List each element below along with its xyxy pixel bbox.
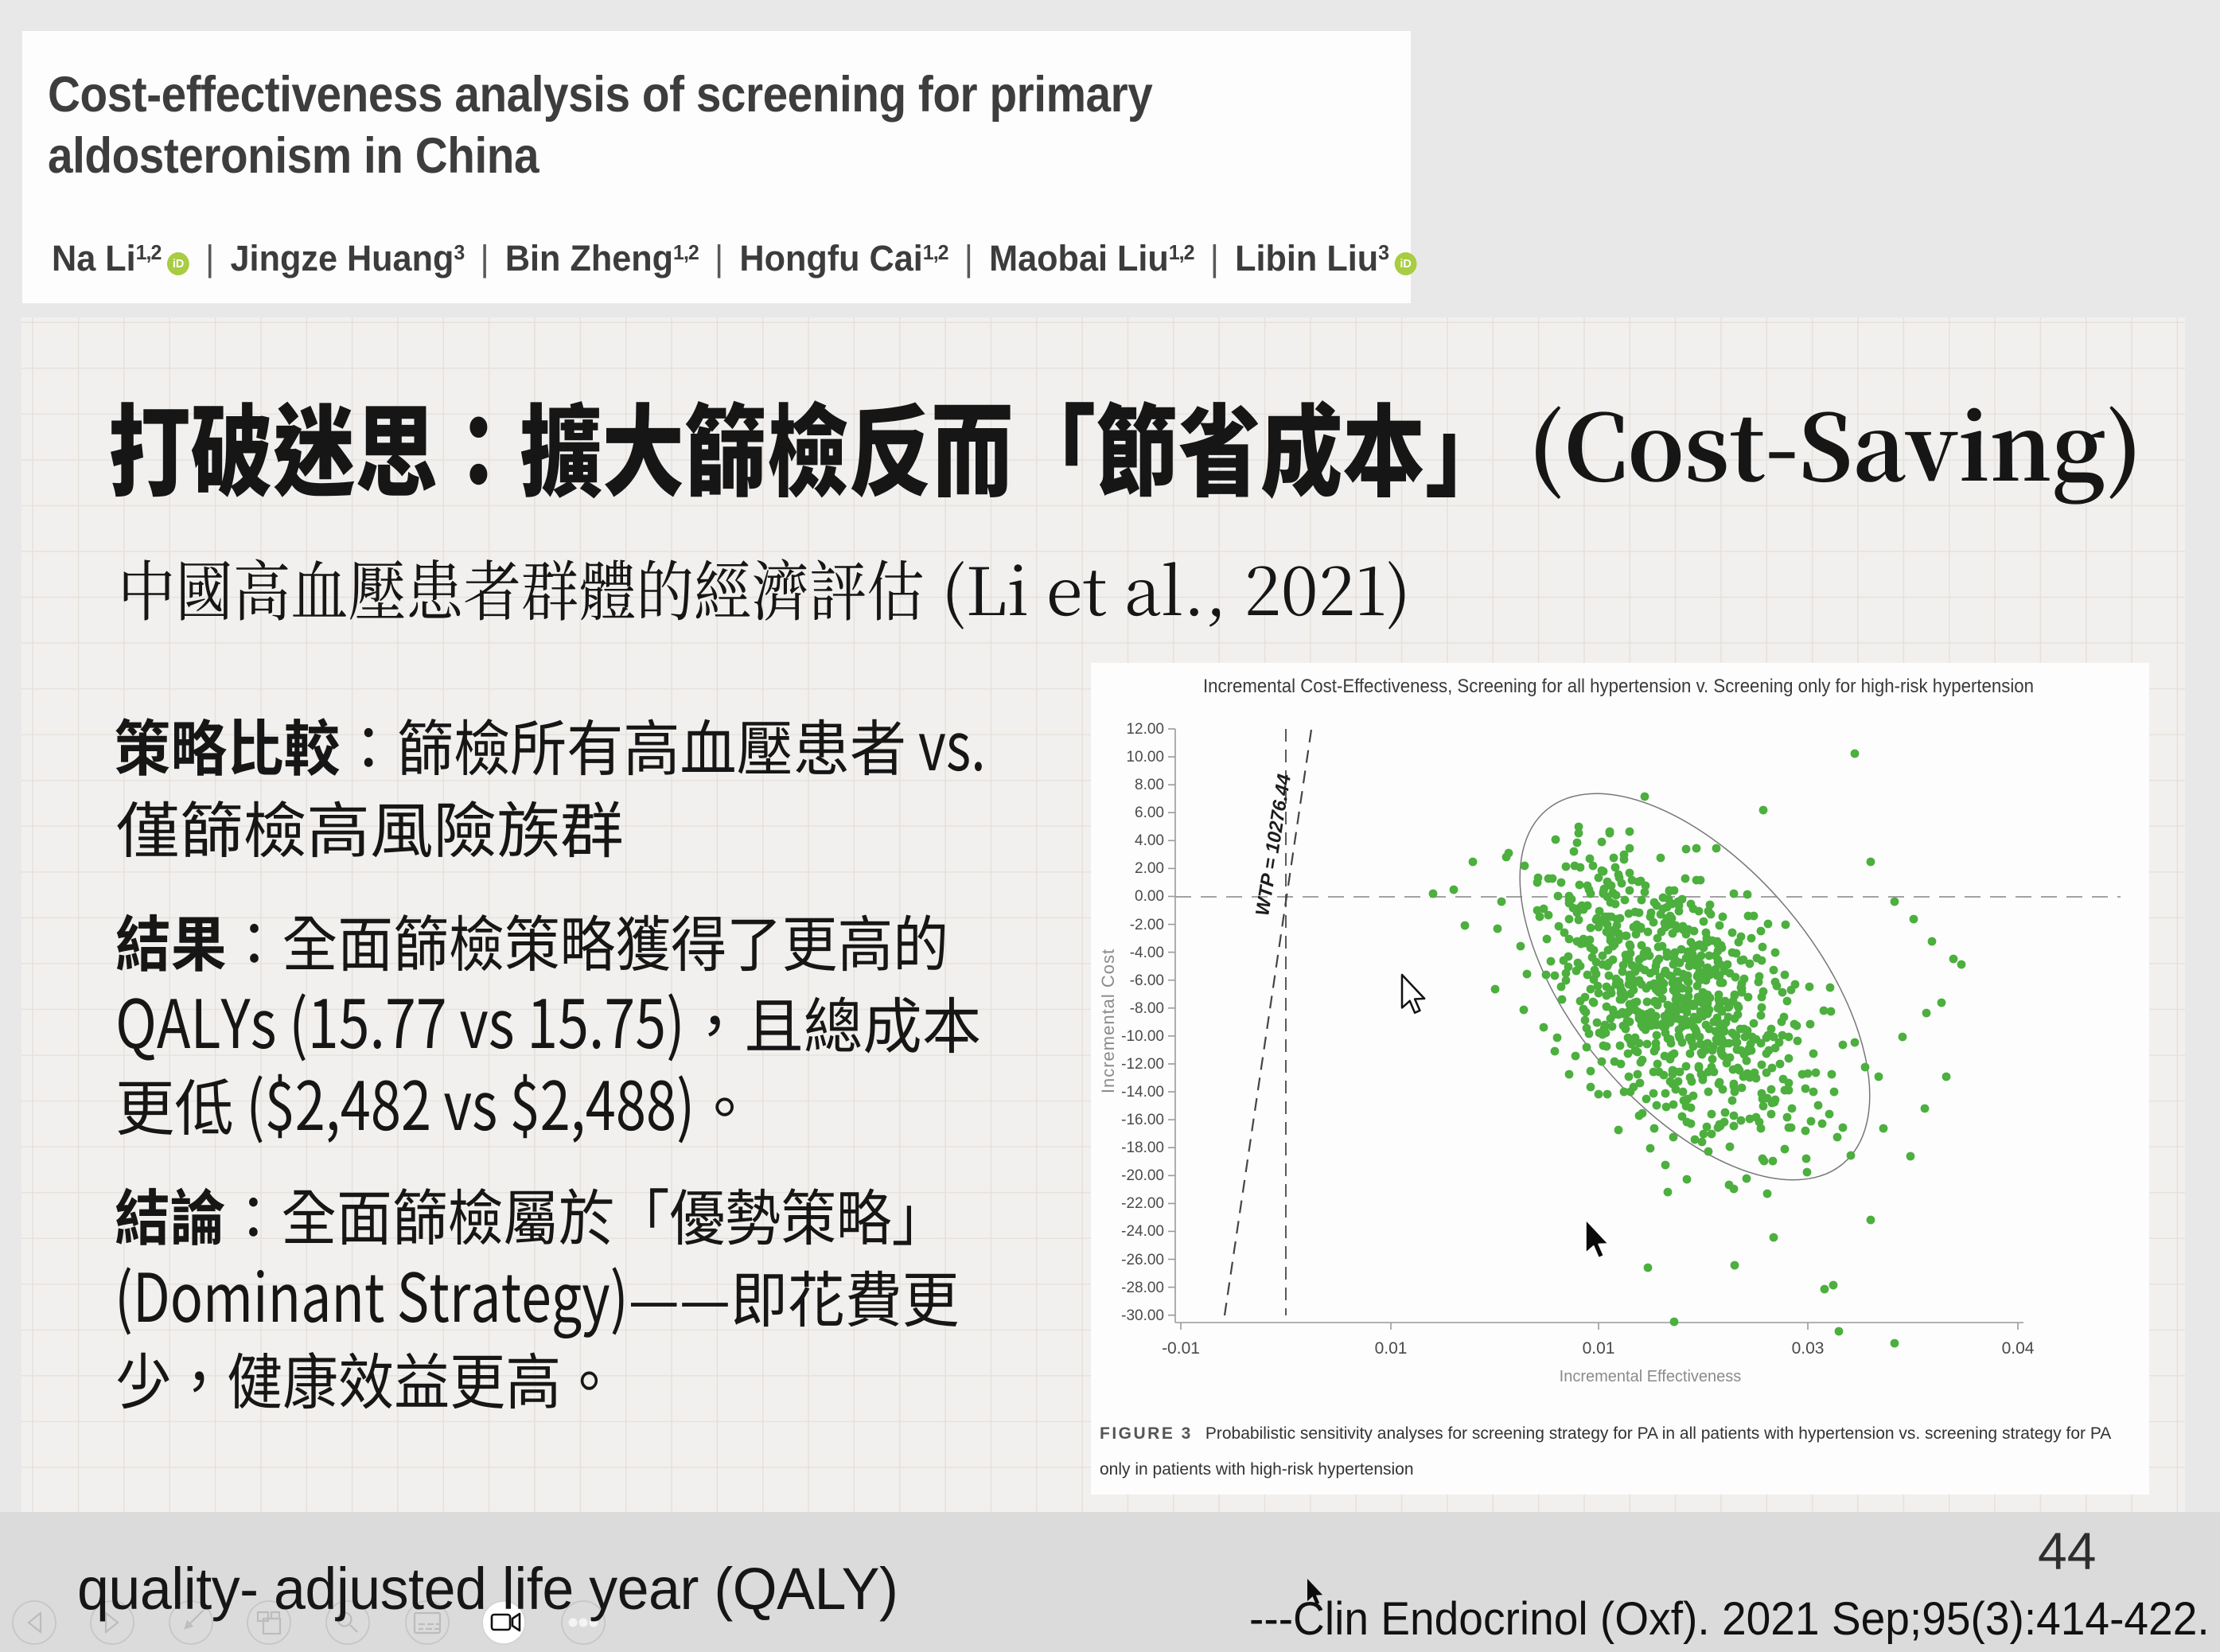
svg-text:0.00: 0.00 xyxy=(1135,888,1164,905)
svg-text:-18.00: -18.00 xyxy=(1121,1140,1164,1156)
svg-text:only in patients with high-ris: only in patients with high-risk hyperten… xyxy=(1100,1460,1414,1479)
svg-text:-20.00: -20.00 xyxy=(1121,1167,1164,1184)
svg-text:Incremental Cost-Effectiveness: Incremental Cost-Effectiveness, Screenin… xyxy=(1203,676,2034,697)
svg-text:-8.00: -8.00 xyxy=(1130,1000,1164,1017)
svg-text:-28.00: -28.00 xyxy=(1121,1280,1164,1296)
svg-text:-14.00: -14.00 xyxy=(1121,1084,1164,1101)
svg-text:Incremental Cost: Incremental Cost xyxy=(1098,949,1118,1093)
svg-text:-4.00: -4.00 xyxy=(1130,945,1164,961)
svg-text:10.00: 10.00 xyxy=(1126,749,1164,766)
svg-text:12.00: 12.00 xyxy=(1126,721,1164,738)
svg-text:0.03: 0.03 xyxy=(1792,1339,1825,1358)
svg-text:-2.00: -2.00 xyxy=(1130,917,1164,933)
svg-text:8.00: 8.00 xyxy=(1135,777,1164,793)
svg-text:2.00: 2.00 xyxy=(1135,860,1164,877)
svg-text:6.00: 6.00 xyxy=(1135,805,1164,821)
svg-text:-12.00: -12.00 xyxy=(1121,1056,1164,1073)
svg-text:0.01: 0.01 xyxy=(1583,1339,1615,1358)
svg-text:-30.00: -30.00 xyxy=(1121,1307,1164,1324)
svg-text:-22.00: -22.00 xyxy=(1121,1195,1164,1212)
svg-text:-24.00: -24.00 xyxy=(1121,1223,1164,1240)
svg-text:0.04: 0.04 xyxy=(2002,1339,2035,1358)
svg-text:Incremental Effectiveness: Incremental Effectiveness xyxy=(1560,1368,1742,1385)
svg-text:-6.00: -6.00 xyxy=(1130,972,1164,989)
svg-text:0.01: 0.01 xyxy=(1375,1339,1408,1358)
svg-text:4.00: 4.00 xyxy=(1135,832,1164,849)
svg-text:-26.00: -26.00 xyxy=(1121,1252,1164,1268)
svg-text:-10.00: -10.00 xyxy=(1121,1028,1164,1045)
svg-text:-0.01: -0.01 xyxy=(1162,1339,1200,1358)
svg-text:WTP = 10276.44: WTP = 10276.44 xyxy=(1252,773,1295,918)
svg-text:-16.00: -16.00 xyxy=(1121,1112,1164,1128)
